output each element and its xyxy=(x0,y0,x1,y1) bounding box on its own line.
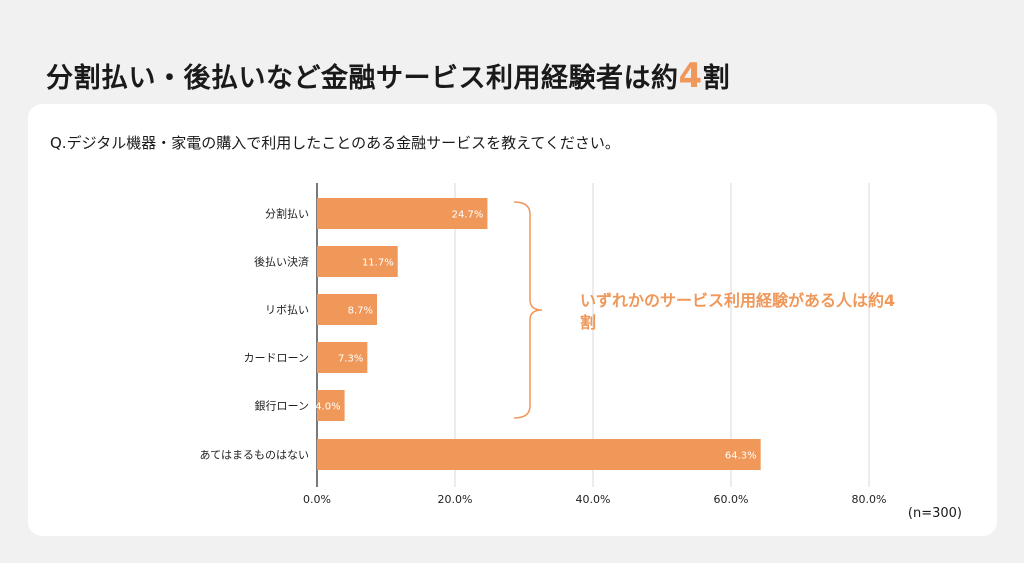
bar xyxy=(317,342,368,373)
data-label: 7.3% xyxy=(338,354,363,365)
bracket-annotation-text: いずれかのサービス利用経験がある人は約4割 xyxy=(580,291,896,332)
category-label: 分割払い xyxy=(265,207,309,221)
survey-question: Q.デジタル機器・家電の購入で利用したことのある金融サービスを教えてください。 xyxy=(50,134,620,152)
data-label: 24.7% xyxy=(452,210,484,221)
annotation-bracket xyxy=(513,201,543,419)
data-label: 8.7% xyxy=(348,306,373,317)
title-prefix: 分割払い・後払いなど金融サービス利用経験者は約 xyxy=(46,63,679,94)
category-label: あてはまるものはない xyxy=(199,449,309,462)
bar xyxy=(317,439,761,470)
title-accent-number: 4 xyxy=(678,56,703,96)
x-tick-label: 40.0% xyxy=(576,493,611,506)
title-suffix: 割 xyxy=(702,63,731,94)
data-label: 64.3% xyxy=(725,451,757,462)
category-label: 銀行ローン xyxy=(255,399,309,413)
data-label: 4.0% xyxy=(315,402,340,413)
x-tick-label: 0.0% xyxy=(303,493,331,506)
category-label: リボ払い xyxy=(265,303,309,317)
category-label: カードローン xyxy=(244,352,309,365)
data-label: 11.7% xyxy=(362,258,394,269)
bar xyxy=(317,294,378,325)
x-tick-label: 60.0% xyxy=(714,493,749,506)
x-tick-label: 20.0% xyxy=(438,493,473,506)
page-title: 分割払い・後払いなど金融サービス利用経験者は約4割 xyxy=(46,56,730,96)
x-tick-label: 80.0% xyxy=(852,493,887,506)
category-label: 後払い決済 xyxy=(254,255,309,269)
bar xyxy=(317,390,345,421)
bar xyxy=(317,198,488,229)
bar xyxy=(317,246,398,277)
sample-size-note: (n=300) xyxy=(907,506,962,521)
